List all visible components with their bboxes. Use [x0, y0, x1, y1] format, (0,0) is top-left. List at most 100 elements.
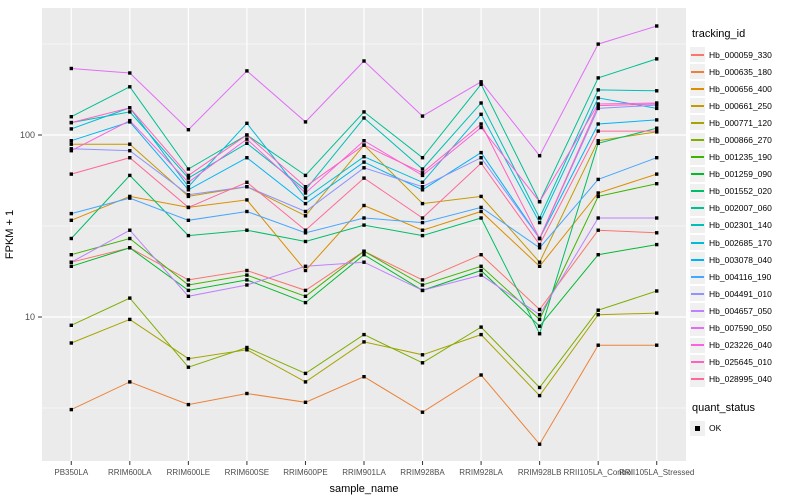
legend-key-swatch [690, 286, 705, 302]
data-point-marker [186, 176, 191, 180]
data-point-marker [186, 218, 191, 222]
legend-entry-label: Hb_001259_090 [709, 169, 772, 180]
legend-entry: Hb_004491_010 [690, 285, 798, 302]
data-point-marker [128, 236, 132, 241]
data-point-marker [479, 161, 483, 165]
x-tick-label: PB350LA [54, 468, 88, 477]
line-swatch-icon [691, 156, 704, 159]
legend-entry: Hb_004657_050 [690, 302, 798, 319]
legend-entry: Hb_001259_090 [690, 166, 798, 183]
data-point-marker [245, 180, 249, 184]
data-point-marker [303, 185, 308, 189]
y-axis-title: FPKM + 1 [4, 210, 16, 259]
data-point-marker [128, 71, 132, 75]
data-point-marker [69, 218, 73, 222]
data-point-marker [479, 122, 483, 126]
data-point-marker [362, 155, 366, 159]
data-point-marker [186, 205, 191, 210]
data-point-marker [655, 24, 659, 28]
legend: tracking_id Hb_000059_330 Hb_000635_180 Hb… [690, 28, 798, 437]
data-point-marker [479, 332, 483, 337]
data-point-marker [420, 278, 425, 282]
data-point-marker [420, 220, 425, 225]
legend-entry: Hb_007590_050 [690, 320, 798, 337]
legend-entry: Hb_001552_020 [690, 183, 798, 200]
data-point-marker [128, 173, 132, 178]
data-point-marker [303, 239, 308, 244]
data-point-marker [655, 216, 659, 220]
data-point-marker [245, 141, 249, 145]
line-swatch-icon [691, 309, 704, 312]
data-point-marker [420, 410, 425, 414]
legend-key-swatch [690, 235, 705, 251]
data-point-marker [479, 82, 483, 86]
data-point-marker [128, 296, 132, 300]
legend-entry: Hb_002301_140 [690, 217, 798, 234]
quant-ok-key [690, 420, 705, 436]
data-point-marker [303, 173, 308, 178]
legend-entry: Hb_001235_190 [690, 149, 798, 166]
data-point-marker [596, 96, 600, 100]
data-point-marker [479, 253, 483, 257]
data-point-marker [245, 348, 249, 352]
data-point-marker [128, 228, 132, 232]
legend-key-swatch [690, 337, 705, 353]
legend-entry-label: Hb_025645_010 [709, 357, 772, 368]
data-point-marker [362, 59, 366, 63]
data-point-marker [362, 110, 366, 114]
legend-key-swatch [690, 269, 705, 285]
data-point-marker [596, 253, 600, 257]
data-point-marker [420, 185, 425, 189]
x-tick-label: RRIM928LB [518, 468, 562, 477]
data-point-marker [69, 115, 73, 119]
data-point-marker [245, 209, 249, 214]
data-point-marker [479, 101, 483, 105]
data-point-marker [596, 139, 600, 143]
data-point-marker [128, 149, 132, 153]
data-point-marker [245, 268, 249, 273]
data-point-marker [69, 142, 73, 146]
data-point-marker [128, 156, 132, 160]
data-point-marker [420, 188, 425, 192]
legend-key-swatch [690, 47, 705, 63]
x-tick-label: RRIM928BA [400, 468, 445, 477]
data-point-marker [128, 196, 132, 200]
legend-entry: Hb_002685_170 [690, 234, 798, 251]
data-point-marker [245, 121, 249, 125]
data-point-marker [303, 268, 308, 273]
data-point-marker [303, 300, 308, 305]
line-swatch-icon [691, 344, 704, 347]
data-point-marker [303, 228, 308, 232]
data-point-marker [596, 313, 600, 317]
line-swatch-icon [691, 121, 704, 124]
legend-entry-label: Hb_000866_270 [709, 135, 772, 146]
data-point-marker [537, 393, 542, 398]
legend-key-swatch [690, 320, 705, 336]
data-point-marker [303, 264, 308, 268]
data-point-marker [537, 200, 542, 204]
data-point-marker [128, 106, 132, 110]
legend-entry: Hb_000656_400 [690, 80, 798, 97]
data-point-marker [420, 216, 425, 220]
data-point-marker [596, 141, 600, 145]
legend-quant-status: quant_status OK [690, 402, 798, 437]
legend-title-tracking-id: tracking_id [692, 28, 746, 40]
line-swatch-icon [691, 207, 704, 210]
legend-entry-label: Hb_003078_040 [709, 254, 772, 265]
data-point-marker [245, 198, 249, 202]
y-tick-label: 10 [25, 312, 35, 322]
data-point-marker [69, 264, 73, 268]
data-point-marker [69, 172, 73, 176]
legend-entry-label: Hb_002301_140 [709, 220, 772, 231]
data-point-marker [186, 188, 191, 192]
x-tick-label: RRIM901LA [342, 468, 386, 477]
legend-entry-label: Hb_023226_040 [709, 340, 772, 351]
data-point-marker [186, 294, 191, 298]
legend-key-swatch [690, 217, 705, 233]
data-point-marker [479, 125, 483, 130]
data-point-marker [479, 112, 483, 116]
line-swatch-icon [691, 378, 704, 381]
data-point-marker [596, 122, 600, 126]
data-point-marker [655, 118, 659, 122]
data-point-marker [186, 193, 191, 197]
